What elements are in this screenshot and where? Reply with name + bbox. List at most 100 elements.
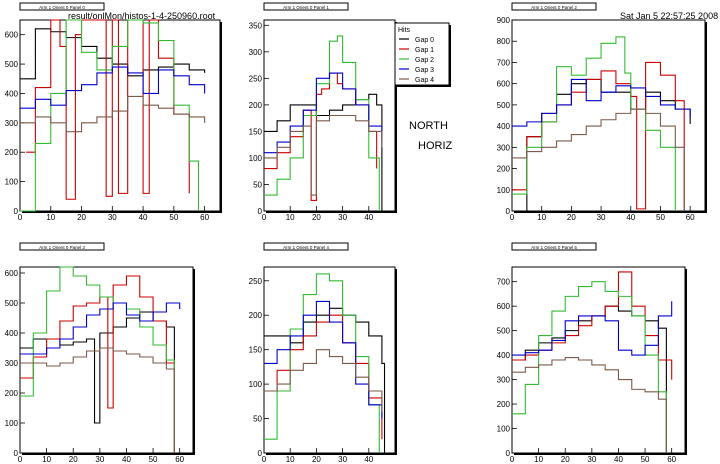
panel-title: Arm 1 Orient 0 Panel 5 xyxy=(531,245,577,250)
x-tick-label: 60 xyxy=(175,455,184,464)
series-gap-2 xyxy=(20,266,175,453)
x-tick-label: 50 xyxy=(656,213,665,222)
x-tick-label: 0 xyxy=(262,213,267,222)
x-tick-label: 60 xyxy=(667,455,676,464)
series-gap-2 xyxy=(264,35,380,211)
plot-frame xyxy=(511,266,686,454)
x-tick-label: 10 xyxy=(46,213,55,222)
y-tick-label: 100 xyxy=(497,425,511,434)
y-tick-label: 800 xyxy=(497,37,511,46)
x-tick-label: 50 xyxy=(641,455,650,464)
x-tick-label: 20 xyxy=(69,455,78,464)
series-gap-3 xyxy=(512,78,691,127)
legend-entry: Gap 1 xyxy=(415,47,434,54)
plot-frame xyxy=(19,266,194,454)
y-tick-label: 400 xyxy=(497,351,511,360)
y-tick-label: 300 xyxy=(497,143,511,152)
x-tick-label: 30 xyxy=(95,455,104,464)
y-tick-label: 200 xyxy=(5,148,19,157)
y-tick-label: 100 xyxy=(249,380,263,389)
series-gap-2 xyxy=(264,273,380,453)
y-tick-label: 500 xyxy=(5,299,19,308)
y-tick-label: 250 xyxy=(249,277,263,286)
overlay-north: NORTH xyxy=(409,120,448,132)
y-tick-label: 100 xyxy=(249,154,263,163)
y-tick-label: 700 xyxy=(497,58,511,67)
x-tick-label: 40 xyxy=(122,455,131,464)
y-tick-label: 600 xyxy=(497,80,511,89)
y-tick-label: 0 xyxy=(506,207,511,216)
x-tick-label: 20 xyxy=(77,213,86,222)
y-tick-label: 500 xyxy=(497,327,511,336)
series-gap-4 xyxy=(264,349,383,412)
x-tick-label: 20 xyxy=(567,213,576,222)
y-tick-label: 50 xyxy=(253,180,262,189)
plot-frame xyxy=(19,19,221,212)
file-label: result/onlMon/histos-1-4-250960.root xyxy=(68,11,216,21)
legend-entry: Gap 2 xyxy=(415,57,434,64)
panel-title-box xyxy=(19,2,105,11)
y-tick-label: 0 xyxy=(14,449,19,458)
x-tick-label: 40 xyxy=(139,213,148,222)
panel-title-box xyxy=(263,242,349,251)
x-tick-label: 40 xyxy=(364,455,373,464)
y-tick-label: 200 xyxy=(497,400,511,409)
panel-title: Arm 1 Orient 0 Panel 4 xyxy=(283,245,329,250)
y-tick-label: 600 xyxy=(497,302,511,311)
panel-title: Arm 1 Orient 0 Panel 0 xyxy=(39,5,85,10)
panel-title: Arm 1 Orient 0 Panel 2 xyxy=(531,5,577,10)
series-gap-1 xyxy=(26,19,190,200)
y-tick-label: 250 xyxy=(249,74,263,83)
y-tick-label: 500 xyxy=(5,60,19,69)
y-tick-label: 0 xyxy=(14,207,19,216)
y-tick-label: 400 xyxy=(497,122,511,131)
y-tick-label: 300 xyxy=(5,119,19,128)
histogram-panel-3: Arm 1 Orient 0 Panel 30 10 20 30 40 50 6001002… xyxy=(5,242,195,464)
legend: Hits Gap 0 Gap 1 Gap 2 Gap 3 Gap 4 xyxy=(394,22,451,87)
histogram-panel-1: Arm 1 Orient 0 Panel 1 0 10 20 30 40 0 50 100 150… xyxy=(249,2,451,222)
x-tick-label: 10 xyxy=(537,213,546,222)
histogram-panel-0: Arm 1 Orient 0 Panel 00 10 20 30 40 50 6001002… xyxy=(5,2,222,222)
y-tick-label: 350 xyxy=(249,21,263,30)
x-tick-label: 0 xyxy=(18,213,23,222)
series-gap-3 xyxy=(20,302,181,355)
legend-entry: Gap 3 xyxy=(415,67,434,74)
series-gap-0 xyxy=(264,307,386,453)
histogram-panel-4: Arm 1 Orient 0 Panel 4 0 10 20 30 40 0 50 100 150… xyxy=(249,242,397,464)
series-gap-4 xyxy=(20,95,206,133)
y-tick-label: 150 xyxy=(249,346,263,355)
x-tick-label: 10 xyxy=(42,455,51,464)
legend-entry: Gap 4 xyxy=(415,77,434,84)
x-tick-label: 0 xyxy=(510,213,515,222)
y-tick-label: 900 xyxy=(497,16,511,25)
overlay-horiz: HORIZ xyxy=(418,140,453,152)
y-tick-label: 150 xyxy=(249,127,263,136)
date-label: Sat Jan 5 22:57:25 2008 xyxy=(620,11,719,21)
y-tick-label: 0 xyxy=(506,449,511,458)
histogram-panel-2: Arm 1 Orient 0 Panel 20 10 20 30 40 50 6001002… xyxy=(497,2,707,222)
plot-frame xyxy=(511,19,706,212)
y-tick-label: 0 xyxy=(258,449,263,458)
series-gap-3 xyxy=(512,301,673,356)
y-tick-label: 0 xyxy=(258,207,263,216)
x-tick-label: 40 xyxy=(614,455,623,464)
panel-title-box xyxy=(19,242,105,251)
series-gap-2 xyxy=(20,19,200,212)
y-tick-label: 100 xyxy=(5,178,19,187)
x-tick-label: 30 xyxy=(338,455,347,464)
y-tick-label: 300 xyxy=(249,48,263,57)
series-gap-0 xyxy=(264,93,383,211)
x-tick-label: 0 xyxy=(18,455,23,464)
x-tick-label: 60 xyxy=(200,213,209,222)
series-gap-4 xyxy=(264,114,383,196)
panel-title-box xyxy=(263,2,349,11)
x-tick-label: 0 xyxy=(510,455,515,464)
y-tick-label: 300 xyxy=(5,359,19,368)
y-tick-label: 100 xyxy=(497,186,511,195)
y-tick-label: 600 xyxy=(5,31,19,40)
series-gap-4 xyxy=(20,347,175,453)
x-tick-label: 20 xyxy=(561,455,570,464)
series-gap-4 xyxy=(512,108,685,211)
x-tick-label: 30 xyxy=(338,213,347,222)
